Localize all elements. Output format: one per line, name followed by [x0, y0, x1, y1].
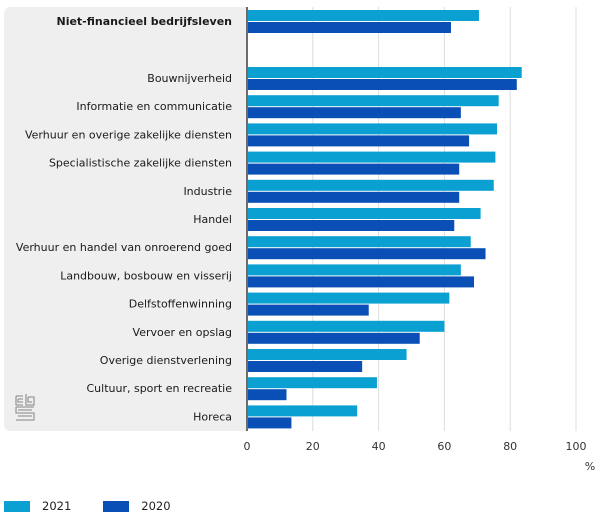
bar-chart: Niet-financieel bedrijfsleven Bouwnijverh… — [16, 7, 595, 473]
bar-2021 — [247, 236, 471, 248]
bar-2021 — [247, 208, 481, 219]
bar-2021 — [247, 264, 461, 276]
bar-2021 — [247, 95, 499, 107]
category-label: Niet-financieel bedrijfsleven — [56, 15, 232, 28]
legend-swatch-2020 — [103, 500, 130, 512]
bar-2020 — [247, 135, 470, 147]
cbs-logo-icon — [15, 393, 35, 421]
category-label: Vervoer en opslag — [133, 326, 232, 339]
bar-2021 — [247, 179, 494, 191]
bar-2020 — [247, 332, 420, 344]
bar-2020 — [247, 304, 369, 316]
category-label: Verhuur en overige zakelijke diensten — [25, 128, 232, 141]
bars — [247, 10, 522, 429]
x-tick-label: 60 — [437, 440, 451, 453]
category-label: Landbouw, bosbouw en visserij — [60, 269, 232, 282]
bar-2021 — [247, 349, 407, 360]
x-tick-label: 20 — [306, 440, 320, 453]
category-label-panel — [4, 7, 248, 431]
legend-item-2020: 2020 — [103, 499, 171, 513]
legend: 2021 2020 — [4, 499, 203, 513]
bar-2020 — [247, 220, 455, 231]
x-axis-ticks: 0 20 40 60 80 100 — [244, 440, 587, 453]
bar-2021 — [247, 292, 450, 304]
legend-label-2021: 2021 — [42, 499, 72, 513]
legend-swatch-2021 — [4, 500, 30, 512]
x-tick-label: 80 — [503, 440, 517, 453]
bar-2021 — [247, 123, 498, 135]
category-label: Horeca — [193, 410, 232, 423]
category-labels: Niet-financieel bedrijfsleven Bouwnijverh… — [16, 15, 232, 423]
bar-2021 — [247, 10, 479, 21]
bar-2020 — [247, 163, 460, 175]
bar-2020 — [247, 107, 461, 119]
bar-2020 — [247, 248, 486, 260]
bar-2020 — [247, 389, 287, 401]
x-tick-label: 0 — [244, 440, 251, 453]
bar-2020 — [247, 22, 451, 33]
category-label: Overige dienstverlening — [100, 354, 232, 367]
x-tick-label: 100 — [566, 440, 587, 453]
category-label: Handel — [193, 213, 232, 226]
category-label: Bouwnijverheid — [147, 72, 232, 85]
category-label: Informatie en communicatie — [76, 100, 232, 113]
x-tick-label: 40 — [372, 440, 386, 453]
category-label: Specialistische zakelijke diensten — [49, 157, 232, 170]
bar-2020 — [247, 417, 292, 429]
category-label: Verhuur en handel van onroerend goed — [16, 241, 232, 254]
category-label: Delfstoffenwinning — [129, 298, 232, 311]
legend-item-2021: 2021 — [4, 499, 71, 513]
category-label: Cultuur, sport en recreatie — [86, 382, 232, 395]
bar-2020 — [247, 79, 517, 90]
bar-2020 — [247, 191, 460, 203]
bar-2021 — [247, 320, 445, 332]
category-label: Industrie — [183, 185, 232, 198]
bar-2021 — [247, 377, 377, 389]
bar-2021 — [247, 67, 522, 78]
bar-2020 — [247, 276, 475, 288]
bar-2020 — [247, 361, 363, 372]
bar-2021 — [247, 405, 358, 417]
legend-label-2020: 2020 — [141, 499, 171, 513]
bar-2021 — [247, 151, 496, 163]
x-axis-unit-label: % — [585, 460, 595, 473]
